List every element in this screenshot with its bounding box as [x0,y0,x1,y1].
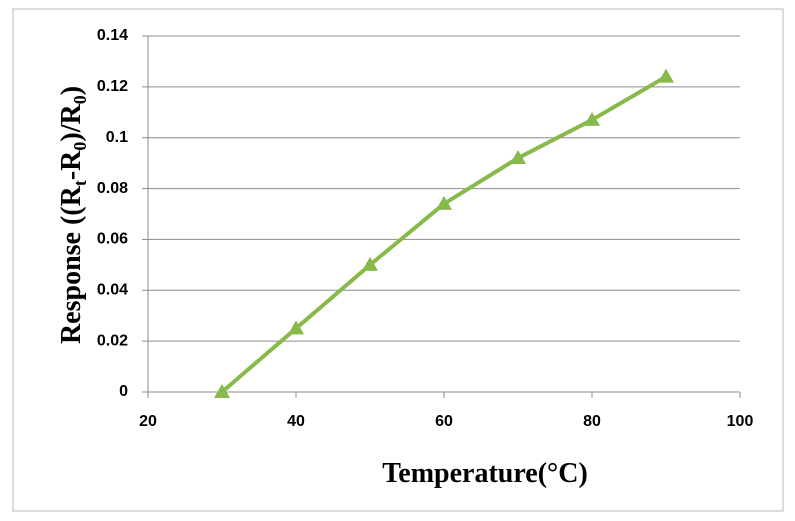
y-axis-label-part: )/R [56,104,87,142]
data-point [510,150,526,165]
y-tick-label: 0.04 [97,282,128,299]
x-tick-label: 20 [139,413,157,430]
y-tick-label: 0.02 [97,332,128,349]
y-axis-label-part: t [70,180,90,186]
y-axis-label-part: Response ((R [56,185,87,344]
y-axis-label: Response ((Rt-R0)/R0) [56,86,90,344]
y-tick-label: 0.08 [97,180,128,197]
data-point [362,256,378,271]
y-axis-label-part: 0 [70,95,90,104]
x-tick-label: 60 [435,413,453,430]
y-axis-label-part: -R [56,150,87,180]
data-point [436,195,452,210]
x-tick-label: 40 [287,413,305,430]
x-tick-label: 80 [583,413,601,430]
data-point [584,111,600,126]
y-tick-label: 0.12 [97,78,128,95]
y-axis-label-part: 0 [70,142,90,151]
y-axis-label-part: ) [56,86,87,95]
data-point [214,384,230,398]
chart-frame [12,8,784,512]
data-point [288,320,304,335]
x-axis-label: Temperature(°C) [382,458,588,489]
y-tick-label: 0.06 [97,231,128,248]
y-tick-label: 0.1 [106,129,128,146]
data-point [658,68,674,83]
y-tick-label: 0 [119,383,128,400]
y-tick-label: 0.14 [97,27,128,44]
x-tick-label: 100 [727,413,754,430]
